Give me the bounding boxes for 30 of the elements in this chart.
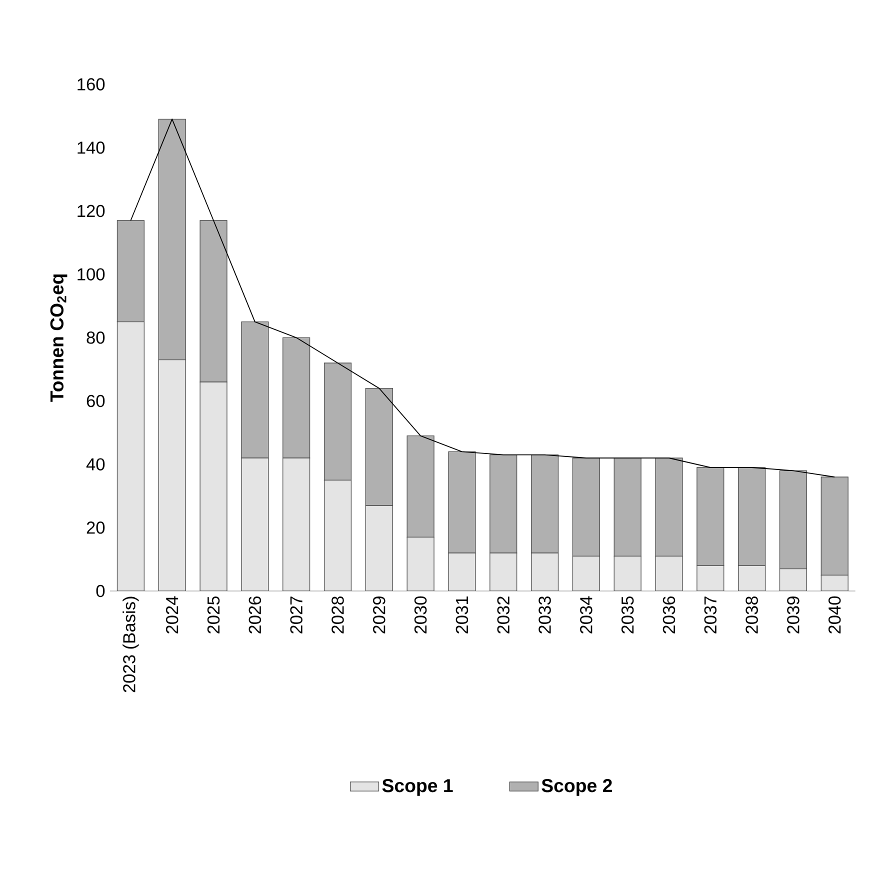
x-tick-label: 2029 — [373, 596, 386, 634]
x-tick-label: 2031 — [456, 596, 468, 634]
y-tick-label: 0 — [96, 584, 105, 598]
x-tick-label: 2030 — [414, 596, 427, 634]
y-tick-label: 80 — [86, 332, 105, 344]
x-tick-label: 2034 — [580, 596, 592, 634]
x-tick-label: 2038 — [746, 596, 758, 634]
y-tick-label: 120 — [78, 204, 105, 218]
x-tick-label: 2035 — [621, 596, 634, 634]
x-tick-label: 2039 — [787, 596, 800, 634]
x-tick-label: 2037 — [704, 596, 717, 634]
x-tick-label: 2024 — [166, 596, 178, 634]
legend-label: Scope 1 — [382, 778, 453, 796]
x-tick-label: 2023 (Basis) — [122, 596, 139, 692]
x-tick-label: 2040 — [828, 596, 841, 634]
y-tick-label: 160 — [78, 78, 105, 90]
y-axis-title: Tonnen CO$_{2}$eq — [50, 274, 68, 402]
x-tick-label: 2026 — [248, 596, 262, 634]
y-tick-label: 40 — [86, 458, 105, 470]
y-tick-label: 20 — [86, 522, 105, 534]
x-tick-label: 2028 — [332, 596, 344, 634]
legend-label: Scope 2 — [542, 778, 612, 796]
x-tick-label: 2036 — [662, 596, 676, 634]
x-tick-label: 2033 — [538, 596, 551, 634]
y-tick-label: 100 — [78, 268, 105, 280]
x-tick-label: 2025 — [207, 596, 220, 634]
x-tick-label: 2032 — [497, 596, 510, 634]
y-tick-label: 140 — [78, 142, 105, 154]
y-tick-label: 60 — [86, 394, 105, 408]
x-tick-label: 2027 — [290, 596, 302, 634]
